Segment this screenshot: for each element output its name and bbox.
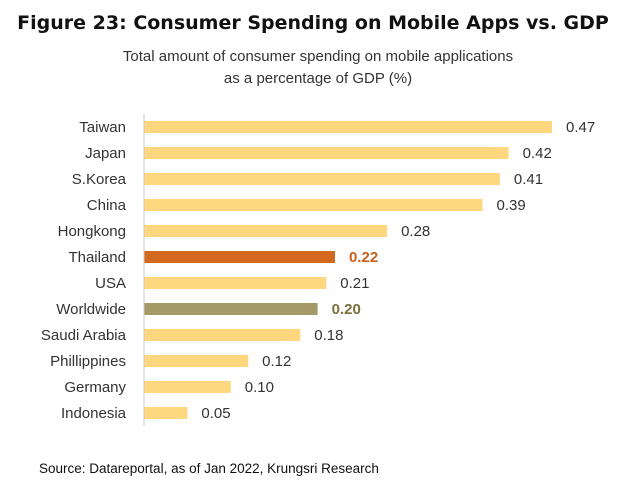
chart-subtitle: Total amount of consumer spending on mob… — [0, 46, 626, 90]
category-label-japan: Japan — [85, 145, 126, 162]
category-label-taiwan: Taiwan — [79, 119, 126, 136]
bar-japan — [144, 147, 509, 159]
category-label-thailand: Thailand — [68, 249, 126, 266]
value-label-thailand: 0.22 — [349, 249, 378, 266]
category-label-germany: Germany — [64, 379, 126, 396]
source-note: Source: Datareportal, as of Jan 2022, Kr… — [39, 461, 379, 476]
bar-s-korea — [144, 173, 500, 185]
value-label-taiwan: 0.47 — [566, 119, 595, 136]
category-label-phillippines: Phillippines — [50, 353, 126, 370]
chart-subtitle-line-2: as a percentage of GDP (%) — [223, 70, 413, 87]
value-label-china: 0.39 — [497, 197, 526, 214]
value-label-hongkong: 0.28 — [401, 223, 430, 240]
bar-phillippines — [144, 355, 249, 367]
category-labels-group: Taiwan Japan S.Korea China Hongkong Thailand U… — [41, 119, 127, 422]
category-label-china: China — [87, 197, 127, 214]
bar-hongkong — [144, 225, 388, 237]
category-label-usa: USA — [95, 275, 126, 292]
value-label-phillippines: 0.12 — [262, 353, 291, 370]
category-label-s-korea: S.Korea — [72, 171, 127, 188]
category-label-hongkong: Hongkong — [58, 223, 126, 240]
bar-germany — [144, 381, 231, 393]
bar-indonesia — [144, 407, 188, 419]
bar-usa — [144, 277, 327, 289]
bar-saudi-arabia — [144, 329, 301, 341]
chart-title: Figure 23: Consumer Spending on Mobile A… — [17, 12, 609, 34]
value-label-usa: 0.21 — [340, 275, 369, 292]
bar-thailand — [144, 251, 335, 263]
category-label-worldwide: Worldwide — [56, 301, 126, 318]
bar-worldwide — [144, 303, 318, 315]
value-label-s-korea: 0.41 — [514, 171, 543, 188]
value-label-japan: 0.42 — [523, 145, 552, 162]
bar-china — [144, 199, 483, 211]
bar-taiwan — [144, 121, 552, 133]
value-label-worldwide: 0.20 — [332, 301, 361, 318]
bars-group — [144, 121, 552, 419]
value-label-saudi-arabia: 0.18 — [314, 327, 343, 344]
value-label-indonesia: 0.05 — [201, 405, 230, 422]
category-label-indonesia: Indonesia — [61, 405, 127, 422]
category-label-saudi-arabia: Saudi Arabia — [41, 327, 127, 344]
value-label-germany: 0.10 — [245, 379, 274, 396]
value-labels-group: 0.47 0.42 0.41 0.39 0.28 0.22 0.21 0.20 0.18 0.12… — [201, 119, 595, 422]
chart-subtitle-line-1: Total amount of consumer spending on mob… — [122, 48, 514, 65]
